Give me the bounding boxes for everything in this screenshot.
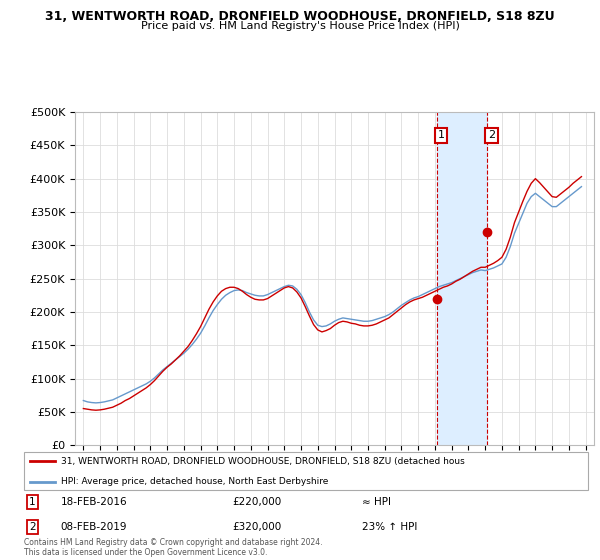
Text: 2: 2 [29, 522, 36, 532]
Text: Price paid vs. HM Land Registry's House Price Index (HPI): Price paid vs. HM Land Registry's House … [140, 21, 460, 31]
FancyBboxPatch shape [24, 452, 588, 490]
Text: 08-FEB-2019: 08-FEB-2019 [61, 522, 127, 532]
Text: £220,000: £220,000 [233, 497, 282, 507]
Text: 23% ↑ HPI: 23% ↑ HPI [362, 522, 418, 532]
Text: 1: 1 [29, 497, 36, 507]
Text: 1: 1 [437, 130, 445, 141]
Text: HPI: Average price, detached house, North East Derbyshire: HPI: Average price, detached house, Nort… [61, 477, 328, 486]
Text: 31, WENTWORTH ROAD, DRONFIELD WOODHOUSE, DRONFIELD, S18 8ZU (detached hous: 31, WENTWORTH ROAD, DRONFIELD WOODHOUSE,… [61, 457, 464, 466]
Text: Contains HM Land Registry data © Crown copyright and database right 2024.
This d: Contains HM Land Registry data © Crown c… [24, 538, 323, 557]
Text: £320,000: £320,000 [233, 522, 282, 532]
Text: 2: 2 [488, 130, 495, 141]
Text: 31, WENTWORTH ROAD, DRONFIELD WOODHOUSE, DRONFIELD, S18 8ZU: 31, WENTWORTH ROAD, DRONFIELD WOODHOUSE,… [45, 10, 555, 22]
Text: 18-FEB-2016: 18-FEB-2016 [61, 497, 127, 507]
Text: ≈ HPI: ≈ HPI [362, 497, 391, 507]
Bar [437, 112, 487, 445]
